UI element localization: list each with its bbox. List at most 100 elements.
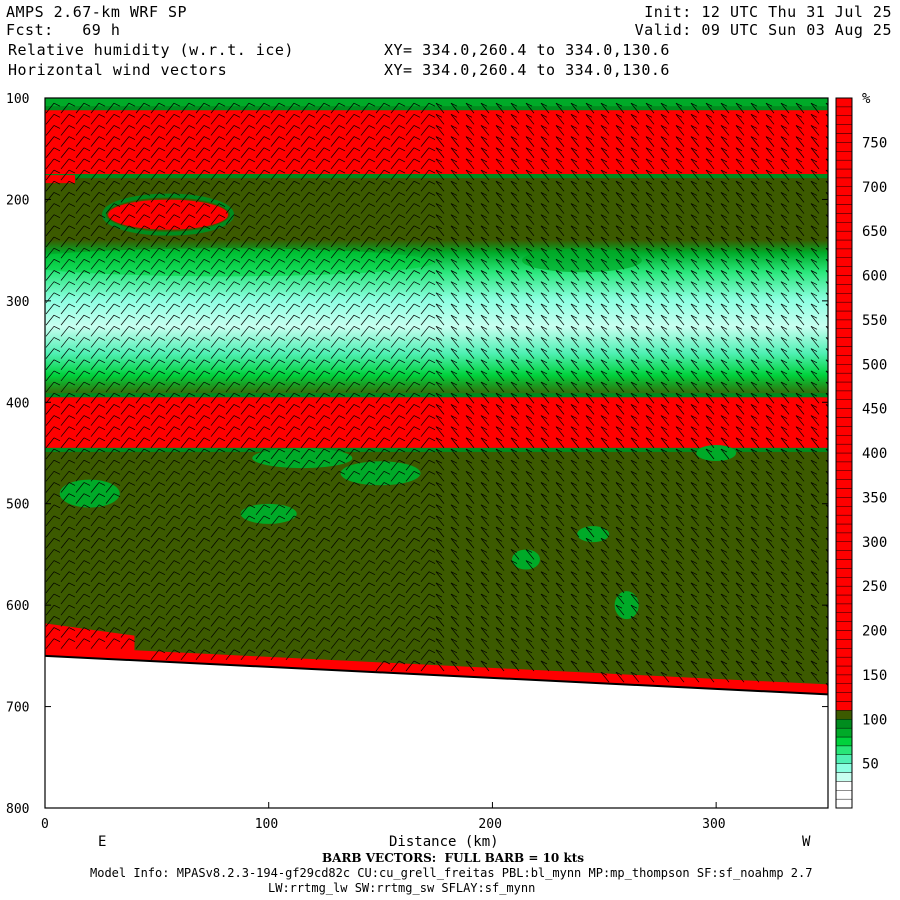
wind-barb <box>675 627 685 638</box>
wind-barb-flag <box>495 158 503 163</box>
wind-barb-flag <box>353 125 361 129</box>
wind-barb <box>105 404 115 415</box>
wind-barb-flag <box>203 537 211 542</box>
wind-barb <box>390 448 400 460</box>
wind-barb-flag <box>690 113 698 118</box>
wind-barb <box>765 359 775 370</box>
wind-barb-flag <box>248 102 256 107</box>
wind-barb <box>645 169 655 181</box>
wind-barb-flag <box>248 169 256 174</box>
wind-barb <box>285 538 295 549</box>
wind-barb <box>420 660 430 672</box>
wind-barb <box>375 314 385 326</box>
wind-barb-flag <box>218 504 226 509</box>
wind-barb-flag <box>765 259 773 263</box>
wind-barb-flag <box>750 314 758 319</box>
wind-barb <box>420 404 430 415</box>
wind-barb-flag <box>555 459 563 464</box>
wind-barb <box>705 471 715 482</box>
wind-barb <box>270 638 280 649</box>
wind-barb <box>690 192 700 203</box>
wind-barb-flag <box>675 270 683 274</box>
wind-barb-flag <box>510 192 518 196</box>
wind-barb-flag <box>660 348 668 352</box>
wind-barb <box>540 649 550 661</box>
wind-barb-flag <box>690 437 698 442</box>
wind-barb <box>450 660 460 672</box>
wind-barb <box>60 281 70 292</box>
wind-barb-flag <box>188 571 196 576</box>
wind-barb <box>195 582 205 594</box>
wind-barb-flag <box>218 459 226 464</box>
wind-barb <box>225 303 235 315</box>
wind-barb <box>645 114 655 125</box>
wind-barb <box>120 381 130 393</box>
wind-barb <box>390 582 400 594</box>
wind-barb <box>330 459 340 471</box>
wind-barb-flag <box>720 482 728 486</box>
wind-barb-flag <box>173 113 181 118</box>
wind-barb-flag <box>173 582 181 587</box>
wind-barb-flag <box>750 459 758 464</box>
wind-barb <box>315 303 325 315</box>
wind-barb-flag <box>450 448 458 453</box>
wind-barb-flag <box>600 638 608 642</box>
wind-barb-flag <box>690 337 698 341</box>
wind-barb <box>240 593 250 605</box>
wind-barb <box>75 482 85 493</box>
wind-barb <box>225 526 235 538</box>
wind-barb <box>720 482 730 493</box>
wind-barb-flag <box>128 236 136 241</box>
wind-barb-flag <box>645 660 653 665</box>
wind-barb-flag <box>383 337 391 341</box>
wind-barb-flag <box>555 616 563 620</box>
wind-barb <box>135 337 145 348</box>
wind-barb-flag <box>353 158 361 163</box>
wind-barb <box>45 404 55 415</box>
wind-barb-flag <box>480 180 488 185</box>
wind-barb <box>240 136 250 147</box>
wind-barb-flag <box>510 303 518 308</box>
wind-barb <box>165 627 175 638</box>
wind-barb <box>360 181 370 192</box>
wind-barb <box>765 404 775 415</box>
wind-barb-flag <box>413 259 421 263</box>
wind-barb-flag <box>68 270 76 274</box>
wind-barb-flag <box>383 102 391 107</box>
wind-barb-flag <box>218 381 226 386</box>
wind-barb <box>720 225 730 237</box>
wind-barb-flag <box>735 526 743 531</box>
wind-barb-flag <box>750 381 758 386</box>
wind-barb-flag <box>465 448 473 453</box>
wind-barb <box>750 493 760 504</box>
wind-barb-flag <box>510 392 518 397</box>
wind-barb <box>360 426 370 437</box>
wind-barb <box>315 181 325 192</box>
wind-barb-flag <box>600 225 608 230</box>
wind-barb <box>270 203 280 214</box>
wind-barb-flag <box>218 392 226 397</box>
wind-barb-flag <box>203 125 211 129</box>
wind-barb-flag <box>570 515 578 520</box>
wind-barb-flag <box>570 236 578 241</box>
wind-barb <box>720 214 730 225</box>
wind-barb <box>630 649 640 661</box>
wind-barb-flag <box>765 225 773 230</box>
wind-barb <box>375 214 385 225</box>
wind-barb <box>465 660 475 672</box>
wind-barb-flag <box>495 537 503 542</box>
wind-barb-flag <box>765 482 773 486</box>
wind-barb <box>570 236 580 248</box>
wind-barb <box>240 582 250 594</box>
wind-barb-flag <box>735 671 743 676</box>
wind-barb <box>285 359 295 370</box>
wind-barb-flag <box>675 459 683 464</box>
wind-barb <box>45 549 55 560</box>
wind-barb <box>645 236 655 248</box>
wind-barb <box>165 526 175 538</box>
wind-barb <box>750 259 760 270</box>
wind-barb-flag <box>413 236 421 241</box>
wind-barb-flag <box>630 180 638 185</box>
wind-barb <box>390 147 400 158</box>
wind-barb-flag <box>525 236 533 241</box>
